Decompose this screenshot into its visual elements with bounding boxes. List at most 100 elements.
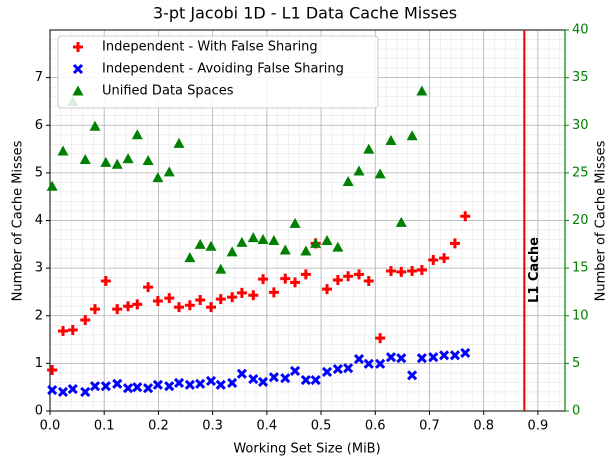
- point: [152, 379, 163, 390]
- point: [428, 352, 439, 363]
- point: [143, 282, 154, 293]
- y2-tick-label: 30: [572, 118, 589, 133]
- point: [396, 353, 407, 364]
- point: [363, 275, 374, 286]
- point: [215, 379, 226, 390]
- point: [289, 217, 301, 228]
- point: [343, 363, 354, 374]
- legend-marker: [72, 63, 84, 75]
- x-tick-label: 0.9: [528, 419, 549, 434]
- point: [449, 238, 460, 249]
- point: [131, 129, 143, 140]
- x-tick-label: 0.6: [365, 419, 386, 434]
- y2-axis-label: Number of Cache Misses: [594, 140, 609, 301]
- point: [67, 325, 78, 336]
- point: [395, 216, 407, 227]
- point: [439, 253, 450, 264]
- point: [300, 374, 311, 386]
- y2-tick-label: 20: [572, 213, 589, 228]
- point: [332, 275, 343, 286]
- point: [354, 269, 364, 280]
- point: [407, 370, 418, 381]
- point: [206, 302, 217, 313]
- point: [342, 175, 354, 186]
- point: [428, 255, 439, 266]
- point: [280, 273, 291, 284]
- point: [215, 263, 227, 274]
- point: [79, 154, 91, 165]
- legend-label: Independent - With False Sharing: [102, 40, 318, 55]
- y-tick-label: 3: [35, 261, 43, 276]
- point: [268, 235, 280, 246]
- y2-tick-label: 35: [572, 70, 589, 85]
- point: [163, 166, 175, 177]
- x-tick-label: 0.5: [311, 419, 332, 434]
- point: [460, 211, 471, 222]
- point: [184, 379, 195, 390]
- point: [89, 381, 101, 392]
- point: [195, 295, 206, 306]
- x-tick-label: 0.8: [473, 419, 494, 434]
- point: [227, 377, 238, 388]
- point: [164, 293, 175, 304]
- point: [205, 240, 217, 251]
- point: [268, 287, 279, 298]
- point: [122, 153, 134, 164]
- point: [310, 374, 321, 386]
- y-tick-label: 1: [35, 356, 43, 371]
- point: [152, 172, 164, 183]
- point: [406, 130, 418, 141]
- legend-label: Unified Data Spaces: [102, 84, 234, 99]
- point: [80, 386, 91, 398]
- point: [439, 350, 450, 361]
- point: [300, 269, 311, 280]
- point: [58, 325, 69, 336]
- point: [385, 265, 396, 276]
- point: [67, 384, 78, 395]
- point: [123, 301, 134, 312]
- point: [332, 364, 343, 375]
- point: [236, 287, 247, 298]
- point: [248, 374, 259, 385]
- point: [100, 381, 111, 392]
- point: [47, 365, 58, 376]
- point: [321, 235, 333, 246]
- y2-tick-label: 40: [572, 23, 589, 38]
- point: [100, 156, 112, 167]
- point: [89, 304, 100, 315]
- point: [236, 236, 248, 247]
- x-tick-label: 0.4: [256, 419, 277, 434]
- point: [353, 165, 365, 176]
- y-axis-label: Number of Cache Misses: [11, 140, 26, 301]
- point: [322, 284, 333, 295]
- point: [375, 333, 386, 344]
- point: [289, 365, 301, 377]
- y2-tick-label: 5: [572, 356, 580, 371]
- point: [227, 292, 238, 303]
- point: [449, 350, 461, 361]
- point: [184, 300, 195, 311]
- point: [46, 180, 58, 191]
- point: [215, 294, 226, 305]
- point: [205, 375, 217, 387]
- y-tick-label: 5: [35, 165, 43, 180]
- y-tick-label: 2: [35, 308, 43, 323]
- point: [321, 366, 333, 378]
- legend-label: Independent - Avoiding False Sharing: [102, 62, 344, 77]
- threshold-label: L1 Cache: [527, 237, 542, 303]
- point: [280, 373, 291, 384]
- y2-tick-label: 0: [572, 404, 580, 419]
- point: [80, 315, 91, 326]
- legend-marker: [72, 85, 84, 96]
- point: [416, 265, 427, 276]
- point: [57, 386, 69, 398]
- point: [112, 378, 123, 389]
- point: [173, 377, 185, 388]
- point: [385, 134, 397, 145]
- point: [310, 237, 322, 248]
- point: [152, 295, 163, 306]
- point: [89, 120, 101, 131]
- point: [374, 168, 386, 179]
- point: [353, 354, 365, 365]
